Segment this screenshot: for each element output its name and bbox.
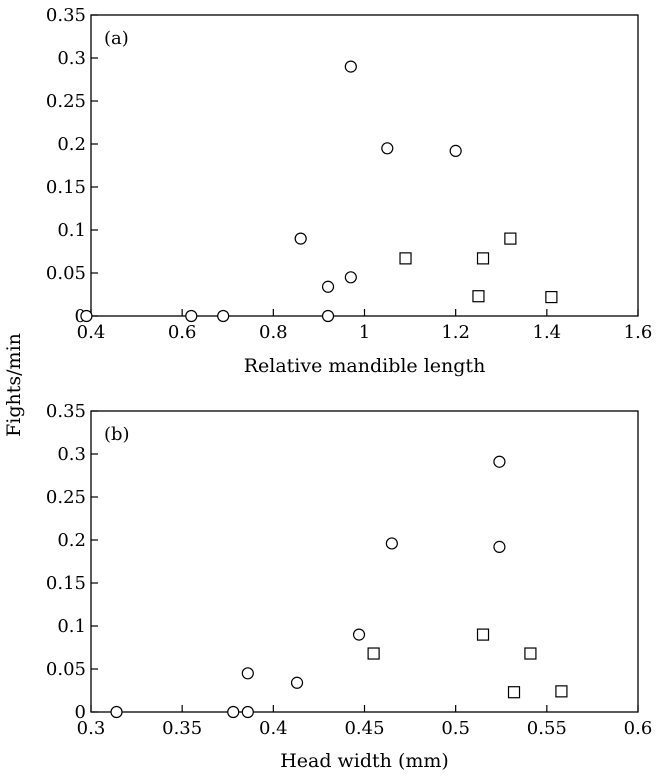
circle-point — [321, 280, 335, 293]
circle-point — [217, 309, 230, 323]
circle-point — [449, 144, 462, 157]
circle-point — [352, 628, 366, 641]
x-tick-label: 1.4 — [533, 322, 562, 343]
square-point — [524, 647, 537, 660]
y-tick-label: 0.35 — [46, 401, 86, 422]
circle-point — [344, 60, 357, 73]
x-axis-label: Head width (mm) — [280, 750, 449, 772]
y-tick-label: 0 — [75, 702, 86, 723]
x-tick-label: 0.3 — [77, 718, 106, 739]
x-axis-label: Relative mandible length — [244, 355, 486, 377]
y-tick-label: 0.2 — [57, 530, 86, 551]
square-point — [367, 647, 380, 660]
square-point — [472, 290, 485, 303]
circle-point — [344, 271, 357, 284]
circle-point — [241, 705, 254, 719]
y-tick-label: 0.3 — [57, 444, 86, 465]
circle-point — [80, 309, 93, 323]
panel-a: 0.4 0.6 0.8 1 1.2 1.4 1.6 0 0.05 0.1 0.15 0.2 0.25 0.… — [46, 5, 652, 377]
x-tick-label: 0.8 — [259, 322, 288, 343]
plot-frame — [90, 14, 639, 317]
y-tick-label: 0 — [75, 306, 86, 327]
plot-frame — [90, 410, 639, 713]
circle-point — [227, 705, 240, 719]
x-tick-label: 0.35 — [162, 718, 202, 739]
square-point — [504, 232, 517, 245]
y-tick-label: 0.15 — [46, 573, 86, 594]
circle-point — [241, 667, 254, 680]
square-point — [399, 252, 412, 265]
circle-point — [110, 705, 123, 719]
square-point — [555, 685, 568, 698]
x-tick-label: 0.6 — [168, 322, 197, 343]
circle-point — [385, 537, 398, 550]
x-tick-label: 1.2 — [441, 322, 470, 343]
y-tick-label: 0.05 — [46, 659, 86, 680]
y-tick-label: 0.25 — [46, 91, 86, 112]
circle-point — [294, 232, 307, 245]
x-tick-label: 0.4 — [259, 718, 288, 739]
panel-label: (a) — [104, 28, 129, 49]
y-tick-label: 0.05 — [46, 263, 86, 284]
square-point — [507, 686, 521, 699]
y-tick-label: 0.2 — [57, 134, 86, 155]
shared-y-axis-label: Fights/min — [3, 333, 25, 437]
x-tick-label: 0.5 — [441, 718, 470, 739]
y-tick-label: 0.25 — [46, 487, 86, 508]
circle-point — [493, 455, 506, 468]
x-tick-label: 0.4 — [77, 322, 106, 343]
circle-point — [321, 309, 335, 323]
y-tick-label: 0.3 — [57, 48, 86, 69]
x-tick-label: 1.6 — [624, 322, 653, 343]
circle-point — [290, 676, 304, 689]
panel-b: 0.3 0.35 0.4 0.45 0.5 0.55 0.6 0 0.05 0.1 0.15 0.2 0… — [46, 401, 652, 772]
x-tick-label: 0.45 — [344, 718, 384, 739]
y-tick-label: 0.1 — [57, 616, 86, 637]
x-tick-label: 0.6 — [624, 718, 653, 739]
circle-point — [381, 142, 394, 155]
square-point — [476, 252, 490, 265]
y-tick-label: 0.1 — [57, 220, 86, 241]
y-tick-label: 0.15 — [46, 177, 86, 198]
y-tick-label: 0.35 — [46, 5, 86, 26]
x-tick-label: 1 — [359, 322, 370, 343]
panel-label: (b) — [104, 424, 130, 445]
circle-point — [185, 309, 198, 323]
square-point — [476, 628, 490, 641]
circle-point — [493, 540, 506, 553]
x-tick-label: 0.55 — [527, 718, 567, 739]
square-point — [545, 290, 558, 304]
